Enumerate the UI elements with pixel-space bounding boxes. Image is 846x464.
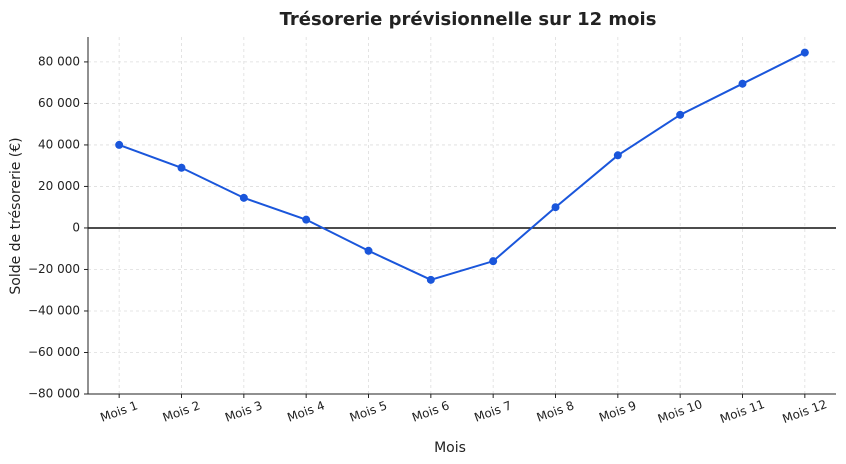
x-tick-label: Mois 5 [348,398,389,424]
y-tick-label: 20 000 [38,179,80,193]
x-tick-label: Mois 10 [656,397,704,426]
x-tick-label: Mois 4 [285,398,326,424]
x-axis-label: Mois [434,440,466,456]
point [489,257,498,266]
point [426,275,435,284]
y-tick-label: 0 [72,220,80,234]
point [364,246,373,255]
point [800,48,809,57]
point [302,215,311,224]
y-tick-label: −40 000 [28,303,80,317]
y-axis-label: Solde de trésorerie (€) [8,137,24,294]
x-tick-label: Mois 7 [472,398,513,424]
point [239,193,248,202]
x-tick-label: Mois 8 [535,398,576,424]
point [613,151,622,160]
point [177,163,186,172]
y-tick-label: 80 000 [38,54,80,68]
y-tick-label: −80 000 [28,387,80,401]
y-tick-label: −60 000 [28,345,80,359]
point [676,110,685,119]
point [115,140,124,149]
y-tick-label: −20 000 [28,262,80,276]
y-tick-label: 60 000 [38,96,80,110]
x-tick-label: Mois 3 [223,398,264,424]
x-tick-label: Mois 9 [597,398,638,424]
x-tick-label: Mois 6 [410,398,451,424]
x-tick-label: Mois 12 [780,397,828,426]
point [551,203,560,212]
x-tick-label: Mois 1 [98,398,139,424]
series-line [118,51,806,281]
point [738,79,747,88]
x-tick-label: Mois 11 [718,397,766,426]
chart-title: Trésorerie prévisionnelle sur 12 mois [280,9,657,30]
x-tick-label: Mois 2 [161,398,202,424]
y-tick-label: 40 000 [38,137,80,151]
